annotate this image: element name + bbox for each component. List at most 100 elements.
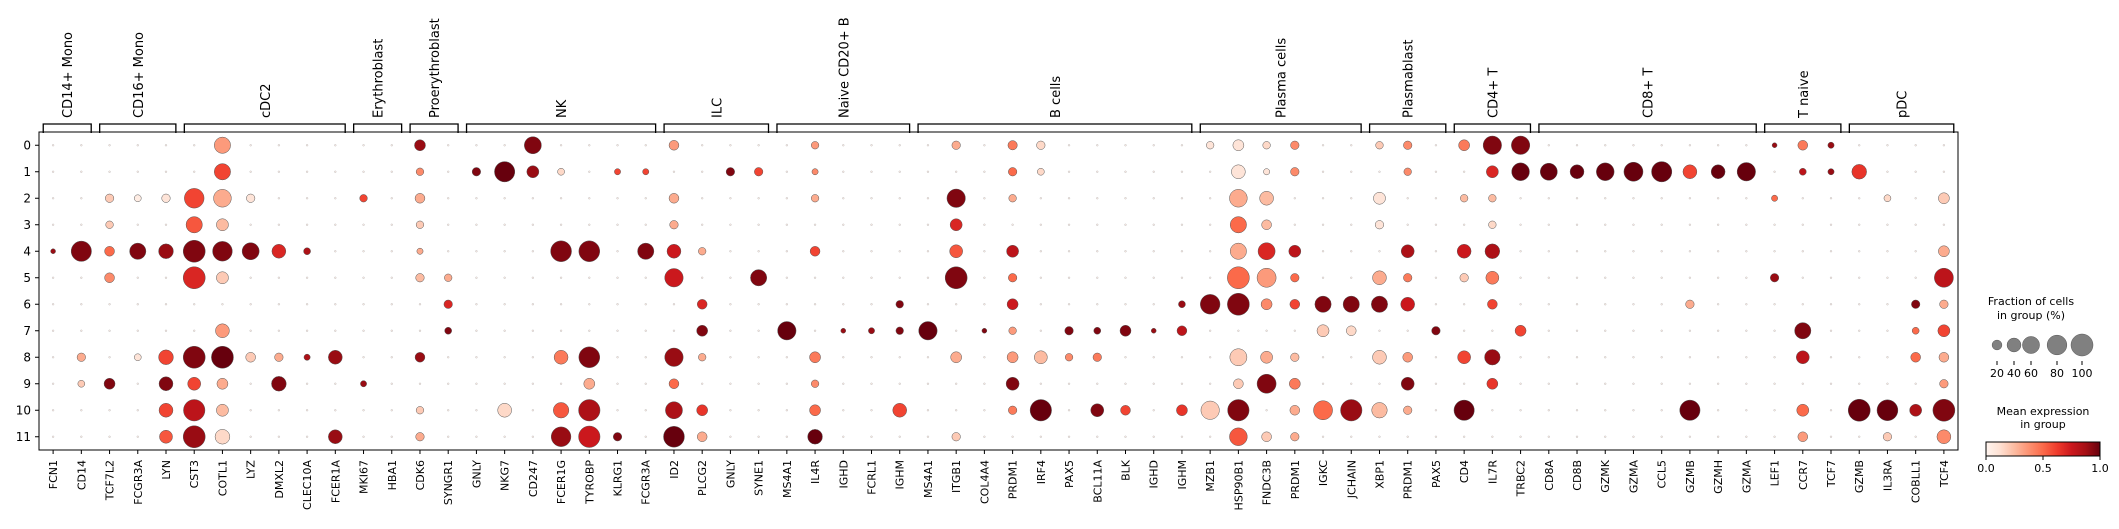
dot — [1717, 223, 1720, 226]
dot — [1039, 223, 1042, 226]
dot — [1934, 267, 1954, 288]
gene-group-label: T naive — [1797, 70, 1812, 119]
x-tick-label: CCR7 — [1797, 460, 1810, 490]
dot — [215, 323, 230, 338]
dot — [1232, 139, 1245, 151]
dot — [1688, 197, 1691, 200]
dot — [588, 223, 591, 226]
dot — [1124, 356, 1127, 359]
dot — [1491, 329, 1494, 332]
dot — [415, 432, 425, 442]
dot — [1914, 250, 1917, 253]
size-legend-dot — [2006, 337, 2022, 353]
dot — [475, 276, 478, 279]
dot — [303, 247, 311, 255]
dot — [560, 329, 563, 332]
dot — [1745, 409, 1748, 412]
dot — [1151, 328, 1157, 334]
dot — [1604, 435, 1607, 438]
dot — [503, 197, 506, 200]
dot — [811, 194, 820, 203]
dot — [1575, 435, 1579, 438]
dot — [1378, 329, 1381, 332]
dot — [1434, 197, 1437, 200]
dot — [809, 246, 821, 257]
dot — [1350, 276, 1353, 279]
dot — [1456, 244, 1472, 259]
dot — [249, 170, 252, 173]
dot — [981, 328, 988, 334]
dot — [1547, 303, 1550, 306]
dot — [955, 170, 958, 173]
dot — [1350, 170, 1353, 173]
dot — [757, 409, 760, 412]
dot — [1801, 197, 1804, 200]
dot — [898, 435, 901, 438]
dot — [757, 144, 760, 147]
x-tick-label: CST3 — [188, 460, 201, 488]
dot — [475, 382, 478, 385]
dot — [161, 193, 171, 203]
dot — [1463, 170, 1466, 173]
dot — [785, 356, 788, 359]
dot — [983, 250, 986, 253]
x-tick-label: COBLL1 — [1910, 460, 1923, 503]
dot — [1858, 356, 1861, 359]
dot — [77, 380, 86, 388]
dot — [1688, 435, 1691, 438]
dot — [1770, 273, 1780, 283]
dot — [725, 167, 735, 177]
dot — [212, 241, 233, 262]
dot — [1771, 194, 1778, 202]
gene-group-bracket — [1453, 123, 1532, 133]
dot — [1152, 409, 1155, 412]
dot — [949, 244, 963, 259]
dot — [76, 352, 86, 362]
dot — [1180, 197, 1183, 200]
x-tick-label: GNLY — [470, 460, 483, 488]
dot — [1006, 298, 1019, 310]
dot — [108, 409, 111, 412]
dot — [785, 223, 788, 226]
dot — [1034, 350, 1048, 365]
dot — [668, 193, 680, 204]
dot — [1623, 161, 1644, 182]
dot — [588, 170, 591, 173]
gene-group-label: CD8+ T — [1642, 68, 1657, 118]
dot — [1434, 382, 1437, 385]
dot — [1773, 223, 1776, 226]
dot — [1797, 140, 1808, 151]
x-tick-label: IGHM — [894, 460, 907, 490]
x-tick-label: CD4 — [1458, 460, 1471, 483]
dot — [842, 197, 845, 200]
dot — [1491, 409, 1494, 412]
dot — [1096, 144, 1099, 147]
dot — [1068, 276, 1071, 279]
gene-group-label: CD4+ T — [1486, 68, 1501, 118]
dot — [613, 432, 623, 442]
dot — [1745, 144, 1748, 147]
dot — [644, 303, 647, 306]
dot — [1039, 250, 1042, 253]
dot — [578, 425, 601, 448]
dot — [1068, 197, 1071, 200]
dot — [415, 167, 425, 176]
dot — [898, 276, 901, 279]
dot — [809, 351, 821, 363]
dot — [1124, 382, 1127, 385]
size-legend-title: in group (%) — [1997, 309, 2065, 322]
dot — [414, 139, 426, 151]
dot — [868, 327, 875, 335]
x-tick-label: SYNE1 — [753, 460, 766, 496]
dot — [105, 220, 114, 229]
dot — [1434, 409, 1437, 412]
y-tick-label: 6 — [23, 297, 31, 311]
dot — [757, 382, 760, 385]
dot — [1773, 303, 1776, 306]
dot — [1858, 250, 1861, 253]
dot — [1096, 197, 1099, 200]
dot — [1064, 353, 1074, 362]
dot — [1632, 250, 1635, 253]
dot — [52, 223, 55, 226]
dot — [1403, 140, 1413, 150]
